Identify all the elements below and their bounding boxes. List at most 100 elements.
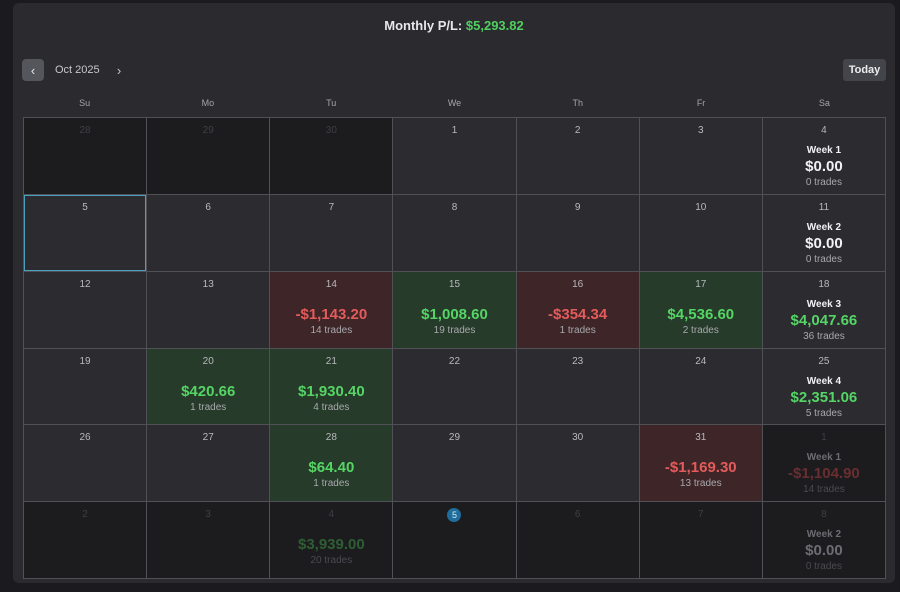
day-trade-count: 19 trades — [433, 324, 476, 336]
week-label: Week 1 — [806, 145, 842, 156]
current-month-label: Oct 2025 — [55, 64, 100, 76]
calendar-day-cell[interactable]: 6 — [516, 502, 640, 579]
calendar-day-cell[interactable]: 24 — [639, 348, 763, 426]
day-pl-amount: $1,008.60 — [421, 305, 488, 323]
calendar-day-cell[interactable]: 6 — [147, 194, 271, 272]
week-summary-cell[interactable]: 18 Week 3 $4,047.66 36 trades — [762, 271, 886, 349]
day-trade-count: 20 trades — [310, 555, 353, 567]
day-number: 3 — [697, 125, 704, 136]
day-number: 7 — [697, 509, 704, 521]
day-number: 7 — [328, 201, 335, 213]
calendar-day-cell[interactable]: 30 — [270, 118, 394, 195]
day-pl-amount: $1,930.40 — [297, 382, 365, 400]
day-trade-count: 2 trades — [682, 324, 719, 336]
day-number: 1 — [821, 432, 827, 444]
day-trade-count: 4 trades — [313, 401, 350, 413]
week-trade-count: 36 trades — [803, 330, 845, 342]
calendar-day-cell[interactable]: 26 — [24, 425, 148, 503]
calendar-day-cell[interactable]: 29 — [393, 425, 517, 503]
calendar-day-cell[interactable]: 7 — [270, 194, 394, 272]
calendar-day-cell[interactable]: 23 — [516, 348, 640, 426]
calendar-day-cell[interactable]: 5 — [393, 502, 517, 579]
chevron-right-icon: › — [116, 62, 122, 78]
previous-month-button[interactable]: ‹ — [22, 59, 44, 81]
week-trade-count: 5 trades — [805, 407, 842, 419]
day-number: 17 — [695, 278, 707, 290]
day-number: 23 — [572, 355, 584, 367]
calendar-day-cell[interactable]: 14 -$1,143.20 14 trades — [270, 271, 394, 349]
calendar-day-cell[interactable]: 2 — [516, 118, 640, 195]
calendar-day-cell[interactable]: 30 — [516, 425, 640, 503]
week-summary-cell[interactable]: 8 Week 2 $0.00 0 trades — [762, 502, 886, 579]
next-month-button[interactable]: › — [111, 59, 127, 81]
week-summary-cell[interactable]: 1 Week 1 -$1,104.90 14 trades — [762, 425, 886, 503]
day-number: 20 — [202, 355, 214, 367]
calendar-day-cell[interactable]: 16 -$354.34 1 trades — [516, 271, 640, 349]
calendar-day-cell[interactable]: 22 — [393, 348, 517, 426]
calendar-grid: 28 29 30 1 2 3 4 Week 1 $0.00 0 trades 5 6 7 8 9 10 11 We… — [23, 117, 886, 579]
calendar-day-cell[interactable]: 5 — [24, 194, 148, 272]
week-pl-amount: $0.00 — [805, 158, 843, 175]
weekday-label: Tu — [326, 98, 337, 108]
week-label: Week 2 — [806, 529, 842, 541]
week-pl-amount: $2,351.06 — [790, 388, 858, 406]
calendar-day-cell[interactable]: 29 — [147, 118, 271, 195]
calendar-day-cell[interactable]: 15 $1,008.60 19 trades — [393, 271, 517, 349]
today-button[interactable]: Today — [843, 59, 886, 81]
day-pl-amount: -$1,169.30 — [664, 459, 737, 477]
calendar-day-cell[interactable]: 12 — [24, 271, 148, 349]
day-number: 28 — [325, 432, 337, 444]
calendar-day-cell[interactable]: 3 — [639, 118, 763, 195]
weekday-label: Sa — [818, 98, 830, 108]
day-pl-amount: $64.40 — [308, 459, 355, 477]
day-number: 4 — [821, 125, 827, 136]
chevron-left-icon: ‹ — [30, 62, 36, 78]
calendar-day-cell[interactable]: 3 — [147, 502, 271, 579]
day-number: 15 — [448, 278, 461, 290]
calendar-day-cell[interactable]: 1 — [393, 118, 517, 195]
week-summary-cell[interactable]: 11 Week 2 $0.00 0 trades — [762, 194, 886, 272]
day-number: 16 — [572, 278, 584, 290]
calendar-day-cell[interactable]: 10 — [639, 194, 763, 272]
calendar-day-cell[interactable]: 27 — [147, 425, 271, 503]
day-number: 21 — [325, 355, 337, 367]
week-summary-cell[interactable]: 4 Week 1 $0.00 0 trades — [762, 118, 886, 195]
calendar-day-cell[interactable]: 9 — [516, 194, 640, 272]
calendar-day-cell[interactable]: 13 — [147, 271, 271, 349]
day-number: 2 — [574, 125, 581, 136]
week-summary-cell[interactable]: 25 Week 4 $2,351.06 5 trades — [762, 348, 886, 426]
day-pl-amount: $420.66 — [181, 382, 236, 400]
calendar-day-cell[interactable]: 4 $3,939.00 20 trades — [270, 502, 394, 579]
day-number: 27 — [202, 432, 214, 444]
week-label: Week 2 — [806, 221, 842, 233]
day-number: 12 — [79, 278, 91, 290]
calendar-day-cell[interactable]: 31 -$1,169.30 13 trades — [639, 425, 763, 503]
calendar-day-cell[interactable]: 2 — [24, 502, 148, 579]
calendar-day-cell[interactable]: 20 $420.66 1 trades — [147, 348, 271, 426]
week-label: Week 3 — [806, 298, 842, 310]
day-number: 30 — [572, 432, 584, 444]
weekday-label: We — [447, 98, 462, 108]
day-number: 14 — [325, 278, 337, 290]
week-label: Week 1 — [806, 452, 842, 464]
week-label: Week 4 — [806, 375, 842, 387]
day-number: 28 — [79, 125, 91, 136]
day-number: 24 — [695, 355, 707, 367]
day-number: 31 — [695, 432, 707, 444]
calendar-day-cell[interactable]: 7 — [639, 502, 763, 579]
calendar-day-cell[interactable]: 8 — [393, 194, 517, 272]
day-number: 8 — [821, 509, 827, 521]
calendar-day-cell[interactable]: 28 $64.40 1 trades — [270, 425, 394, 503]
week-trade-count: 0 trades — [805, 561, 842, 573]
weekday-label: Mo — [201, 98, 215, 108]
day-number: 3 — [205, 509, 211, 521]
day-number: 9 — [574, 201, 581, 213]
day-number: 22 — [448, 355, 461, 367]
calendar-day-cell[interactable]: 28 — [24, 118, 148, 195]
calendar-day-cell[interactable]: 17 $4,536.60 2 trades — [639, 271, 763, 349]
day-trade-count: 13 trades — [679, 478, 722, 490]
calendar-day-cell[interactable]: 19 — [24, 348, 148, 426]
calendar-day-cell[interactable]: 21 $1,930.40 4 trades — [270, 348, 394, 426]
week-trade-count: 0 trades — [805, 253, 842, 265]
day-number: 26 — [79, 432, 91, 444]
